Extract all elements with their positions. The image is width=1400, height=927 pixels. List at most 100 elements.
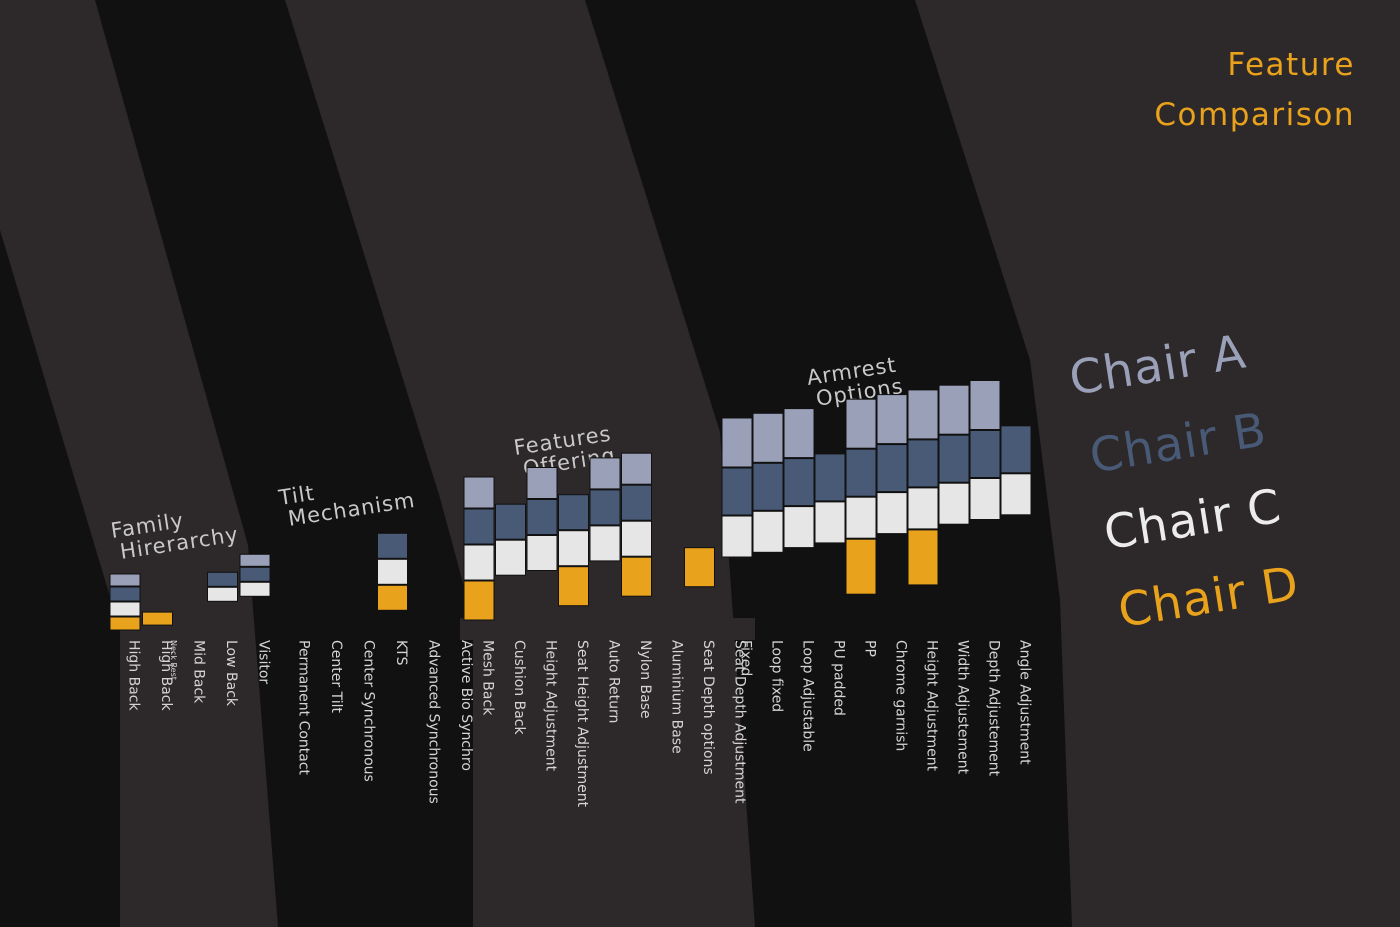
feature-label: Permanent Contact xyxy=(296,640,312,776)
cell-chair-c xyxy=(109,601,141,617)
cell-chair-b xyxy=(938,434,970,483)
cell-chair-b xyxy=(907,439,939,488)
cell-chair-a xyxy=(463,476,495,509)
cell-chair-b xyxy=(845,448,877,497)
cell-chair-b xyxy=(1000,425,1032,474)
band-family-hierarchy xyxy=(0,0,278,927)
feature-label: Nylon Base xyxy=(637,640,653,719)
feature-label: Cushion Back xyxy=(511,640,527,735)
cell-chair-d xyxy=(377,584,408,611)
feature-label: PP xyxy=(862,640,878,657)
title-line-1: Feature xyxy=(1227,47,1355,83)
cell-chair-c xyxy=(526,535,558,571)
cell-chair-a xyxy=(845,398,877,449)
cell-chair-c xyxy=(721,515,753,558)
cell-chair-d xyxy=(109,616,141,631)
cell-chair-b xyxy=(752,462,784,511)
cell-chair-b xyxy=(621,484,652,521)
cell-chair-a xyxy=(783,408,815,459)
feature-label: Depth Adjustement xyxy=(986,640,1002,777)
feature-label: Height Adjustment xyxy=(924,640,940,772)
feature-label: Visitor xyxy=(256,640,272,684)
cell-chair-b xyxy=(814,453,846,502)
cell-chair-c xyxy=(845,496,877,539)
feature-label: Advanced Synchronous xyxy=(426,640,442,804)
cell-chair-b xyxy=(589,489,621,526)
band-features-offering xyxy=(285,0,755,927)
cell-chair-c xyxy=(969,478,1001,520)
cell-chair-c xyxy=(814,501,846,544)
cell-chair-b xyxy=(109,586,141,602)
band-chair-d-row xyxy=(460,618,755,640)
cell-chair-b xyxy=(721,467,753,516)
feature-label: Aluminium Base xyxy=(669,640,685,754)
cell-chair-a xyxy=(752,412,784,463)
cell-chair-c xyxy=(589,525,621,562)
cell-chair-a xyxy=(526,467,558,499)
cell-chair-c xyxy=(207,586,238,602)
cell-chair-c xyxy=(377,558,408,585)
feature-label: Low Back xyxy=(223,640,239,707)
feature-label: Seat Height Adjustment xyxy=(574,640,590,808)
cell-chair-b xyxy=(558,494,589,531)
feature-label: High Back xyxy=(126,640,142,712)
cell-chair-c xyxy=(752,510,784,553)
cell-chair-c xyxy=(876,492,908,535)
feature-sublabel: Neck Rest xyxy=(169,640,178,680)
cell-chair-b xyxy=(495,503,526,540)
cell-chair-d xyxy=(463,580,495,621)
cell-chair-c xyxy=(783,506,815,549)
feature-label: Loop Adjustable xyxy=(800,640,816,752)
page-title: Feature Comparison xyxy=(1154,47,1355,133)
cell-chair-a xyxy=(876,394,908,445)
feature-label: Height Adjustment xyxy=(543,640,559,772)
cell-chair-c xyxy=(621,520,652,557)
cell-chair-d xyxy=(621,556,652,597)
feature-label: Center Tilt xyxy=(328,640,344,713)
cell-chair-a xyxy=(907,389,939,440)
cell-chair-b xyxy=(526,499,558,535)
cell-chair-a xyxy=(969,380,1001,430)
feature-label: Auto Return xyxy=(606,640,622,723)
cell-chair-a xyxy=(938,384,970,435)
feature-label: Angle Adjustment xyxy=(1017,640,1033,765)
cell-chair-b xyxy=(969,430,1001,478)
cell-chair-c xyxy=(558,530,589,567)
group-title-line: Tilt xyxy=(276,481,316,510)
cell-chair-b xyxy=(463,508,495,545)
cell-chair-d xyxy=(142,611,173,626)
feature-label: Chrome garnish xyxy=(893,640,909,751)
feature-label: Active Bio Synchro xyxy=(458,640,474,771)
cell-chair-c xyxy=(938,482,970,525)
cell-chair-b xyxy=(207,571,238,587)
cell-chair-a xyxy=(621,452,652,485)
cell-chair-c xyxy=(1000,473,1032,516)
cell-chair-a xyxy=(109,573,141,587)
cell-chair-b xyxy=(783,458,815,507)
cell-chair-b xyxy=(377,532,408,559)
cell-chair-b xyxy=(239,566,271,582)
band-armrest-options xyxy=(915,0,1400,927)
feature-label: Seat Depth options xyxy=(700,640,716,775)
cell-chair-d xyxy=(558,566,589,607)
cell-chair-d xyxy=(684,547,715,588)
cell-chair-c xyxy=(907,487,939,530)
feature-label: Seat Depth Adjustment xyxy=(732,640,748,804)
cell-chair-c xyxy=(495,539,526,576)
cell-chair-d xyxy=(845,538,877,595)
feature-label: Width Adjustement xyxy=(955,640,971,775)
feature-label: Loop fixed xyxy=(769,640,785,712)
feature-label: Mid Back xyxy=(191,640,207,704)
feature-label: High Back xyxy=(158,640,174,712)
cell-chair-d xyxy=(907,529,939,586)
feature-label: PU padded xyxy=(831,640,847,716)
cell-chair-c xyxy=(463,544,495,581)
feature-label: Mesh Back xyxy=(480,640,496,716)
feature-label: KTS xyxy=(393,640,409,666)
cell-chair-a xyxy=(589,457,621,490)
